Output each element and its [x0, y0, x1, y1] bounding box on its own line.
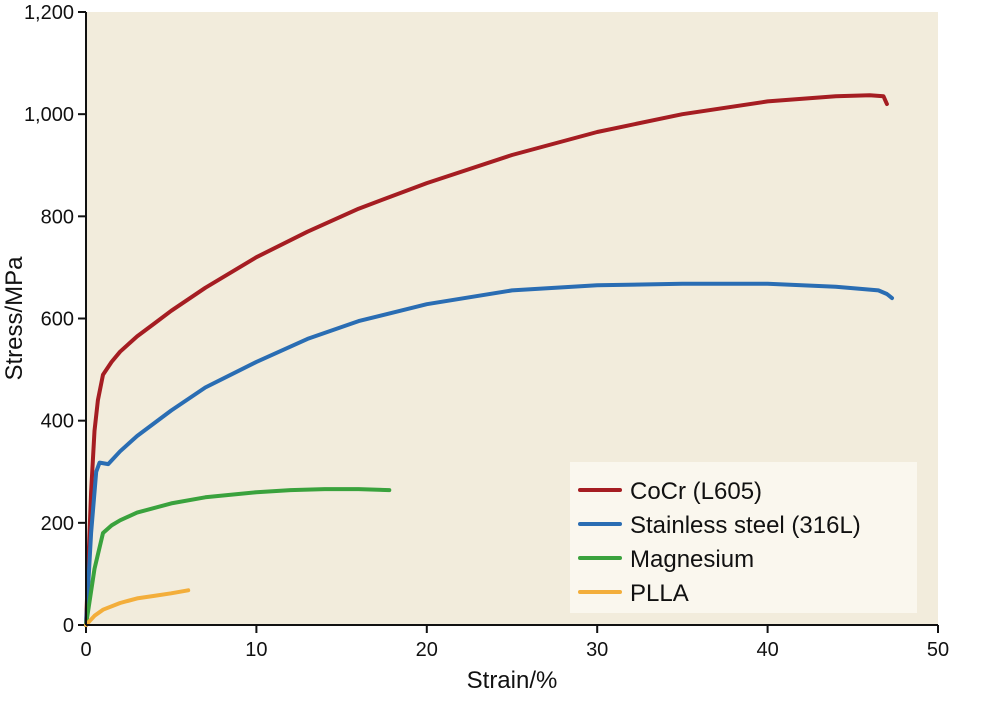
y-tick-label: 0 [63, 615, 74, 637]
x-axis-ticks: 0 10 20 30 40 50 [80, 625, 949, 661]
x-tick-label: 40 [756, 639, 778, 661]
x-axis-title: Strain/% [467, 667, 558, 694]
series-line-3 [84, 487, 392, 627]
y-axis-ticks: 0 200 400 600 800 1,000 1,200 [24, 2, 86, 637]
x-tick-label: 0 [80, 639, 91, 661]
series-lines [84, 93, 894, 627]
x-tick-label: 50 [927, 639, 949, 661]
legend-label: Magnesium [630, 546, 754, 573]
x-tick-label: 20 [416, 639, 438, 661]
x-tick-label: 10 [245, 639, 267, 661]
y-tick-label: 400 [41, 411, 74, 433]
y-axis-title: Stress/MPa [1, 256, 28, 381]
legend-label: Stainless steel (316L) [630, 512, 861, 539]
y-tick-label: 200 [41, 513, 74, 535]
series-line-1 [84, 93, 889, 627]
legend-label: CoCr (L605) [630, 478, 762, 505]
legend-box [570, 462, 917, 613]
y-tick-label: 800 [41, 206, 74, 228]
legend: CoCr (L605) Stainless steel (316L) Magnesi… [570, 462, 917, 613]
y-tick-label: 600 [41, 309, 74, 331]
series-line-2 [84, 281, 894, 627]
y-tick-label: 1,000 [24, 104, 74, 126]
x-tick-label: 30 [586, 639, 608, 661]
series-line-4 [84, 588, 191, 627]
y-tick-label: 1,200 [24, 2, 74, 24]
legend-label: PLLA [630, 580, 689, 607]
